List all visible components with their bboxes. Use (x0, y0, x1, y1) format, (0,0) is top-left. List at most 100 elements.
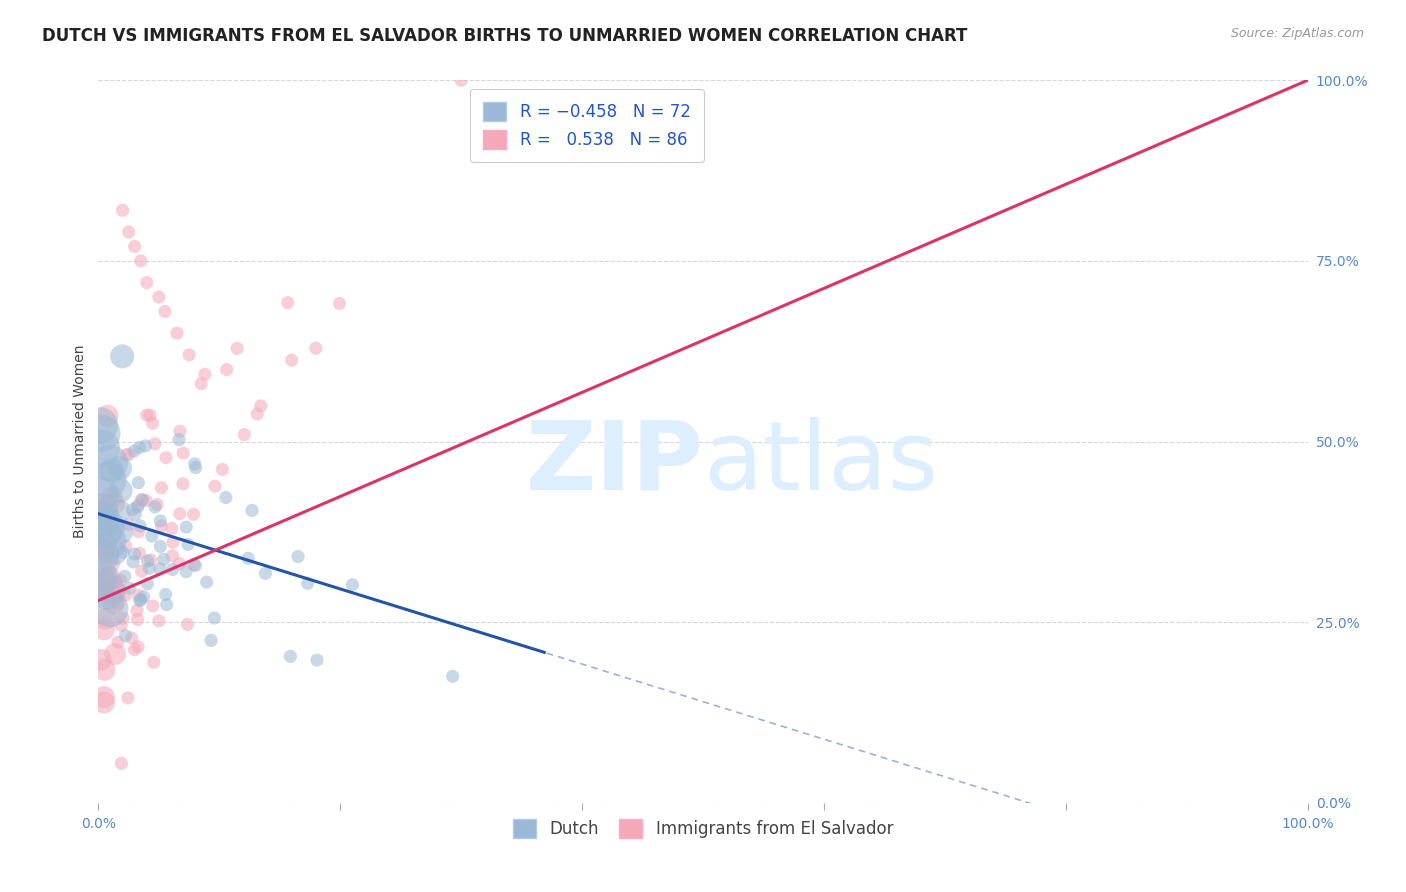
Point (93, 522, 115, 536)
Point (103, 497, 125, 511)
Text: Source: ZipAtlas.com: Source: ZipAtlas.com (1230, 27, 1364, 40)
Point (183, 508, 205, 522)
Point (93, 623, 115, 637)
Point (166, 326, 188, 340)
Point (167, 433, 190, 447)
Point (148, 290, 170, 304)
Point (174, 565, 197, 579)
Point (134, 439, 156, 453)
Point (184, 558, 207, 573)
Point (89, 418, 111, 433)
Point (246, 407, 269, 421)
Point (150, 481, 173, 495)
Legend: Dutch, Immigrants from El Salvador: Dutch, Immigrants from El Salvador (506, 813, 900, 845)
Point (138, 561, 160, 575)
Point (127, 500, 149, 514)
Point (135, 493, 157, 508)
Point (172, 446, 194, 460)
Point (93, 696, 115, 710)
Point (114, 588, 136, 602)
Point (135, 408, 157, 422)
Point (156, 598, 179, 612)
Point (110, 524, 132, 539)
Point (124, 239, 146, 253)
Point (110, 573, 132, 587)
Point (90, 653, 112, 667)
Point (162, 562, 184, 576)
Point (93, 663, 115, 677)
Point (149, 514, 172, 528)
Point (152, 552, 174, 566)
Point (127, 613, 149, 627)
Point (125, 603, 148, 617)
Point (233, 427, 256, 442)
Point (139, 408, 162, 422)
Point (115, 539, 138, 553)
Point (128, 593, 150, 607)
Point (124, 642, 146, 657)
Point (105, 597, 128, 611)
Point (305, 341, 328, 355)
Point (297, 576, 319, 591)
Point (118, 447, 141, 461)
Point (97, 473, 120, 487)
Point (107, 635, 129, 649)
Point (129, 519, 152, 533)
Point (142, 656, 165, 670)
Point (131, 492, 153, 507)
Point (124, 508, 146, 522)
Point (127, 499, 149, 513)
Point (118, 225, 141, 239)
Point (89, 570, 111, 584)
Point (100, 491, 122, 505)
Point (104, 546, 127, 560)
Point (96, 409, 118, 423)
Point (110, 756, 132, 771)
Point (136, 554, 159, 568)
Point (211, 462, 233, 476)
Point (450, 73, 472, 87)
Point (89, 582, 111, 596)
Point (184, 460, 207, 475)
Point (100, 464, 122, 478)
Point (127, 475, 149, 490)
Point (162, 535, 184, 549)
Point (98, 602, 121, 616)
Point (112, 545, 135, 559)
Point (169, 557, 191, 571)
Point (148, 614, 170, 628)
Point (111, 203, 134, 218)
Y-axis label: Births to Unmarried Women: Births to Unmarried Women (73, 345, 87, 538)
Point (215, 491, 238, 505)
Point (342, 578, 364, 592)
Point (98, 571, 121, 585)
Point (287, 549, 309, 564)
Point (131, 564, 153, 578)
Point (96, 520, 118, 534)
Point (254, 566, 277, 581)
Point (305, 653, 328, 667)
Text: ZIP: ZIP (524, 417, 703, 509)
Point (117, 517, 139, 532)
Point (91, 542, 114, 557)
Point (277, 295, 299, 310)
Point (179, 348, 201, 362)
Point (103, 597, 125, 611)
Point (91, 426, 114, 441)
Point (149, 540, 172, 554)
Point (90, 504, 112, 518)
Point (136, 576, 159, 591)
Point (128, 441, 150, 455)
Point (128, 546, 150, 560)
Point (98, 556, 121, 570)
Point (172, 476, 194, 491)
Point (135, 276, 157, 290)
Point (141, 417, 163, 431)
Point (150, 519, 173, 533)
Point (114, 629, 136, 643)
Point (124, 547, 146, 561)
Point (328, 296, 350, 310)
Point (108, 461, 131, 475)
Point (236, 551, 259, 566)
Point (129, 592, 152, 607)
